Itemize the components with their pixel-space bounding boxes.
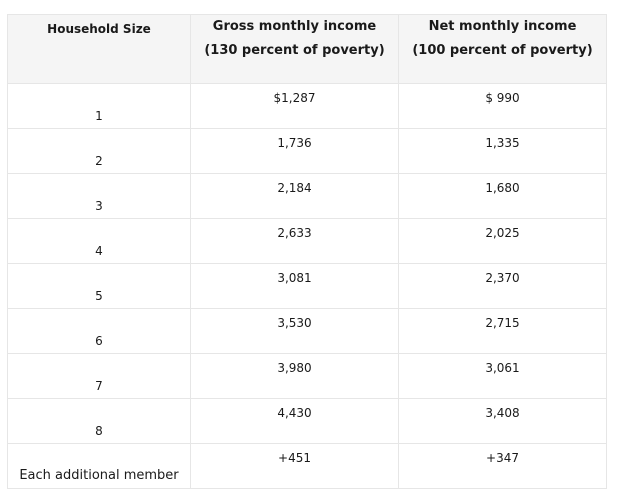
table-row: 7 3,980 3,061 <box>7 353 607 399</box>
table-row: 1 $1,287 $ 990 <box>7 83 607 129</box>
gross-income-cell: 4,430 <box>190 398 399 444</box>
table-row: Each additional member +451 +347 <box>7 443 607 489</box>
net-income-cell: 1,335 <box>398 128 607 174</box>
header-net-monthly-income: Net monthly income (100 percent of pover… <box>398 14 607 84</box>
table-row: 2 1,736 1,335 <box>7 128 607 174</box>
table-row: 4 2,633 2,025 <box>7 218 607 264</box>
net-income-cell: 2,370 <box>398 263 607 309</box>
net-income-cell: 3,061 <box>398 353 607 399</box>
net-income-cell: $ 990 <box>398 83 607 129</box>
gross-income-cell: 3,980 <box>190 353 399 399</box>
household-size-cell: 1 <box>7 83 191 129</box>
household-size-cell: 3 <box>7 173 191 219</box>
gross-income-cell: 3,081 <box>190 263 399 309</box>
gross-income-cell: 3,530 <box>190 308 399 354</box>
header-gross-line2: (130 percent of poverty) <box>204 43 385 58</box>
net-income-cell: 3,408 <box>398 398 607 444</box>
income-eligibility-table: Household Size Gross monthly income (130… <box>7 14 607 489</box>
net-income-cell: +347 <box>398 443 607 489</box>
net-income-cell: 2,715 <box>398 308 607 354</box>
table-row: 8 4,430 3,408 <box>7 398 607 444</box>
header-household-size: Household Size <box>7 14 191 84</box>
table-body: 1 $1,287 $ 990 2 1,736 1,335 3 2,184 1,6… <box>7 83 607 489</box>
table-row: 6 3,530 2,715 <box>7 308 607 354</box>
table-row: 3 2,184 1,680 <box>7 173 607 219</box>
header-row: Household Size Gross monthly income (130… <box>7 14 607 84</box>
net-income-cell: 2,025 <box>398 218 607 264</box>
household-size-cell: 7 <box>7 353 191 399</box>
header-gross-monthly-income: Gross monthly income (130 percent of pov… <box>190 14 399 84</box>
gross-income-cell: 2,184 <box>190 173 399 219</box>
header-net-line1: Net monthly income <box>428 19 577 34</box>
gross-income-cell: $1,287 <box>190 83 399 129</box>
header-gross-line1: Gross monthly income <box>212 19 377 34</box>
header-net-line2: (100 percent of poverty) <box>412 43 593 58</box>
gross-income-cell: 1,736 <box>190 128 399 174</box>
household-size-cell: 8 <box>7 398 191 444</box>
household-size-cell: Each additional member <box>7 443 191 489</box>
table-header: Household Size Gross monthly income (130… <box>7 14 607 84</box>
household-size-cell: 5 <box>7 263 191 309</box>
net-income-cell: 1,680 <box>398 173 607 219</box>
household-size-cell: 2 <box>7 128 191 174</box>
table-row: 5 3,081 2,370 <box>7 263 607 309</box>
household-size-cell: 6 <box>7 308 191 354</box>
household-size-cell: 4 <box>7 218 191 264</box>
gross-income-cell: +451 <box>190 443 399 489</box>
gross-income-cell: 2,633 <box>190 218 399 264</box>
